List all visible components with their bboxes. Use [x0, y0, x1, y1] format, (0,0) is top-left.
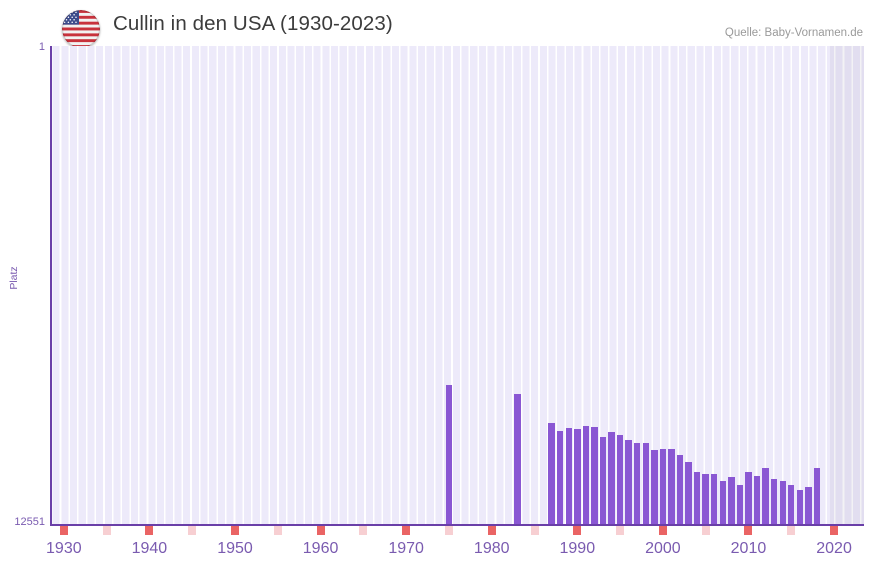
bar-1993 [599, 437, 607, 524]
page-title: Cullin in den USA (1930-2023) [113, 12, 393, 35]
x-tick-2010 [744, 526, 753, 535]
bar-1991 [582, 426, 590, 524]
bar-2001 [668, 449, 675, 524]
bar-1996 [625, 440, 632, 524]
bar-1999 [651, 450, 658, 524]
y-axis-tick-bottom: 12551 [14, 516, 45, 528]
y-axis-line [50, 46, 52, 525]
x-tick-1980 [487, 526, 496, 535]
x-tick-1955 [273, 526, 282, 535]
bar-1990 [574, 429, 581, 524]
bar-1997 [634, 443, 641, 524]
bar-2006 [711, 474, 718, 524]
x-tick-1975 [444, 526, 453, 535]
x-axis-label-2000: 2000 [645, 540, 681, 557]
x-tick-1940 [145, 526, 154, 535]
x-tick-1950 [230, 526, 239, 535]
x-axis-label-1990: 1990 [559, 540, 596, 557]
x-tick-1935 [102, 526, 111, 535]
bar-1975 [445, 385, 453, 524]
bar-1994 [608, 432, 615, 524]
bar-2012 [762, 468, 769, 524]
x-tick-1930 [59, 526, 68, 535]
x-axis-label-1940: 1940 [131, 540, 168, 557]
bar-1998 [642, 443, 649, 524]
chart-header: Cullin in den USA (1930-2023) Quelle: Ba… [0, 0, 873, 48]
x-tick-2000 [658, 526, 667, 535]
bar-2018 [813, 468, 821, 524]
bar-1988 [556, 431, 564, 524]
x-axis-line [50, 524, 864, 526]
x-axis-label-2020: 2020 [816, 540, 852, 557]
bar-1989 [565, 428, 572, 524]
x-tick-1965 [359, 526, 368, 535]
bar-1992 [591, 427, 598, 524]
bar-1995 [616, 435, 624, 524]
x-axis-label-2010: 2010 [730, 540, 767, 557]
bar-2009 [736, 485, 744, 524]
x-axis-label-1980: 1980 [473, 540, 510, 557]
bar-1983 [514, 394, 521, 524]
x-tick-1990 [573, 526, 582, 535]
bar-2002 [676, 455, 684, 524]
x-tick-2015 [787, 526, 796, 535]
bar-2015 [788, 485, 795, 524]
plot-area [51, 46, 864, 524]
bar-2013 [770, 479, 778, 524]
us-flag-icon [62, 10, 100, 48]
x-axis-label-1950: 1950 [217, 540, 253, 557]
x-axis-label-1970: 1970 [388, 540, 424, 557]
y-axis-title: Platz [8, 266, 20, 290]
bar-2017 [805, 487, 812, 524]
bars-layer [51, 46, 864, 524]
bar-2003 [685, 462, 692, 524]
x-tick-1995 [616, 526, 625, 535]
x-tick-1960 [316, 526, 325, 535]
x-tick-1985 [530, 526, 539, 535]
bar-2004 [693, 472, 701, 524]
x-tick-1945 [188, 526, 197, 535]
bar-2005 [702, 474, 709, 524]
x-tick-1970 [402, 526, 411, 535]
bar-2016 [796, 490, 803, 524]
bar-1987 [548, 423, 555, 524]
x-tick-2005 [701, 526, 710, 535]
x-axis-label-1960: 1960 [302, 540, 339, 557]
bar-2010 [745, 472, 752, 524]
x-axis-label-1930: 1930 [46, 540, 82, 557]
bar-2000 [659, 449, 667, 524]
x-tick-2020 [830, 526, 839, 535]
source-label: Quelle: Baby-Vornamen.de [724, 27, 863, 39]
bar-2014 [779, 481, 786, 524]
bar-2008 [728, 477, 735, 524]
bar-2007 [719, 481, 726, 524]
bar-2011 [753, 476, 761, 524]
y-axis-tick-top: 1 [38, 41, 45, 53]
